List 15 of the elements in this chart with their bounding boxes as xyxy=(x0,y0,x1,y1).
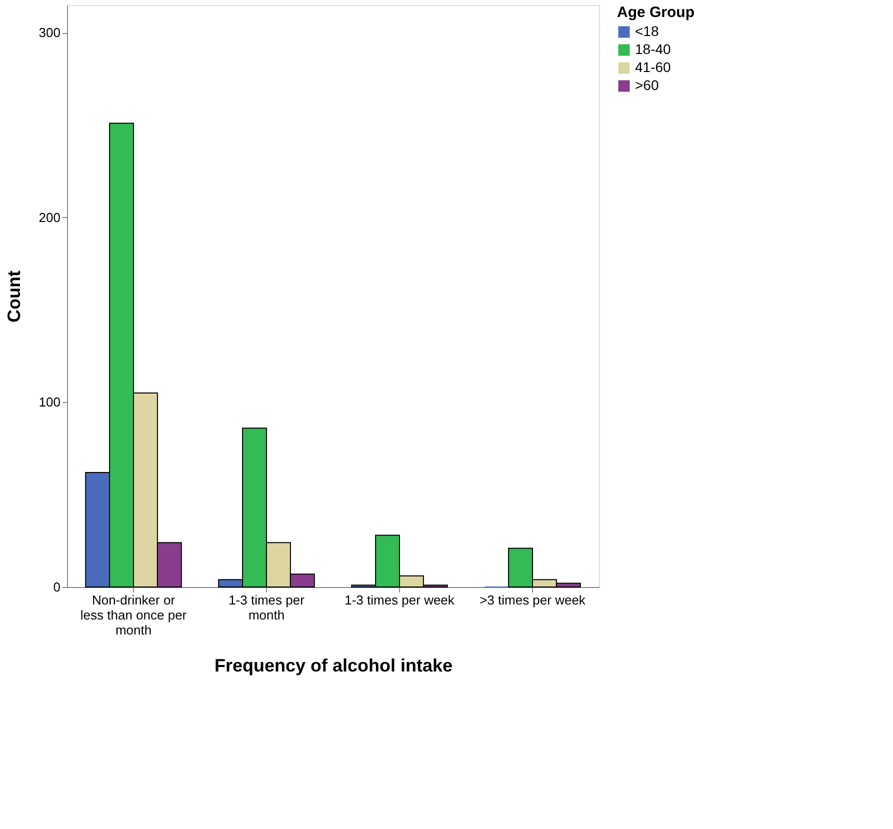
legend-label: 18-40 xyxy=(635,41,672,57)
y-axis-title: Count xyxy=(4,270,24,322)
legend-title: Age Group xyxy=(617,4,694,21)
x-tick-label: Non-drinker or less than once per month xyxy=(80,592,188,638)
x-tick-label: 1-3 times per week xyxy=(344,592,455,608)
y-tick-label: 300 xyxy=(38,25,60,40)
legend-label: <18 xyxy=(635,23,659,39)
x-tick-label: >3 times per week xyxy=(480,592,586,608)
legend-label: >60 xyxy=(635,77,659,93)
legend-label: 41-60 xyxy=(635,59,672,75)
y-tick-label: 200 xyxy=(38,210,60,225)
x-tick-label: 1-3 times per month xyxy=(228,592,306,622)
y-tick-label: 100 xyxy=(38,394,60,410)
x-axis-title: Frequency of alcohol intake xyxy=(214,656,453,676)
y-tick-label: 0 xyxy=(53,580,60,594)
